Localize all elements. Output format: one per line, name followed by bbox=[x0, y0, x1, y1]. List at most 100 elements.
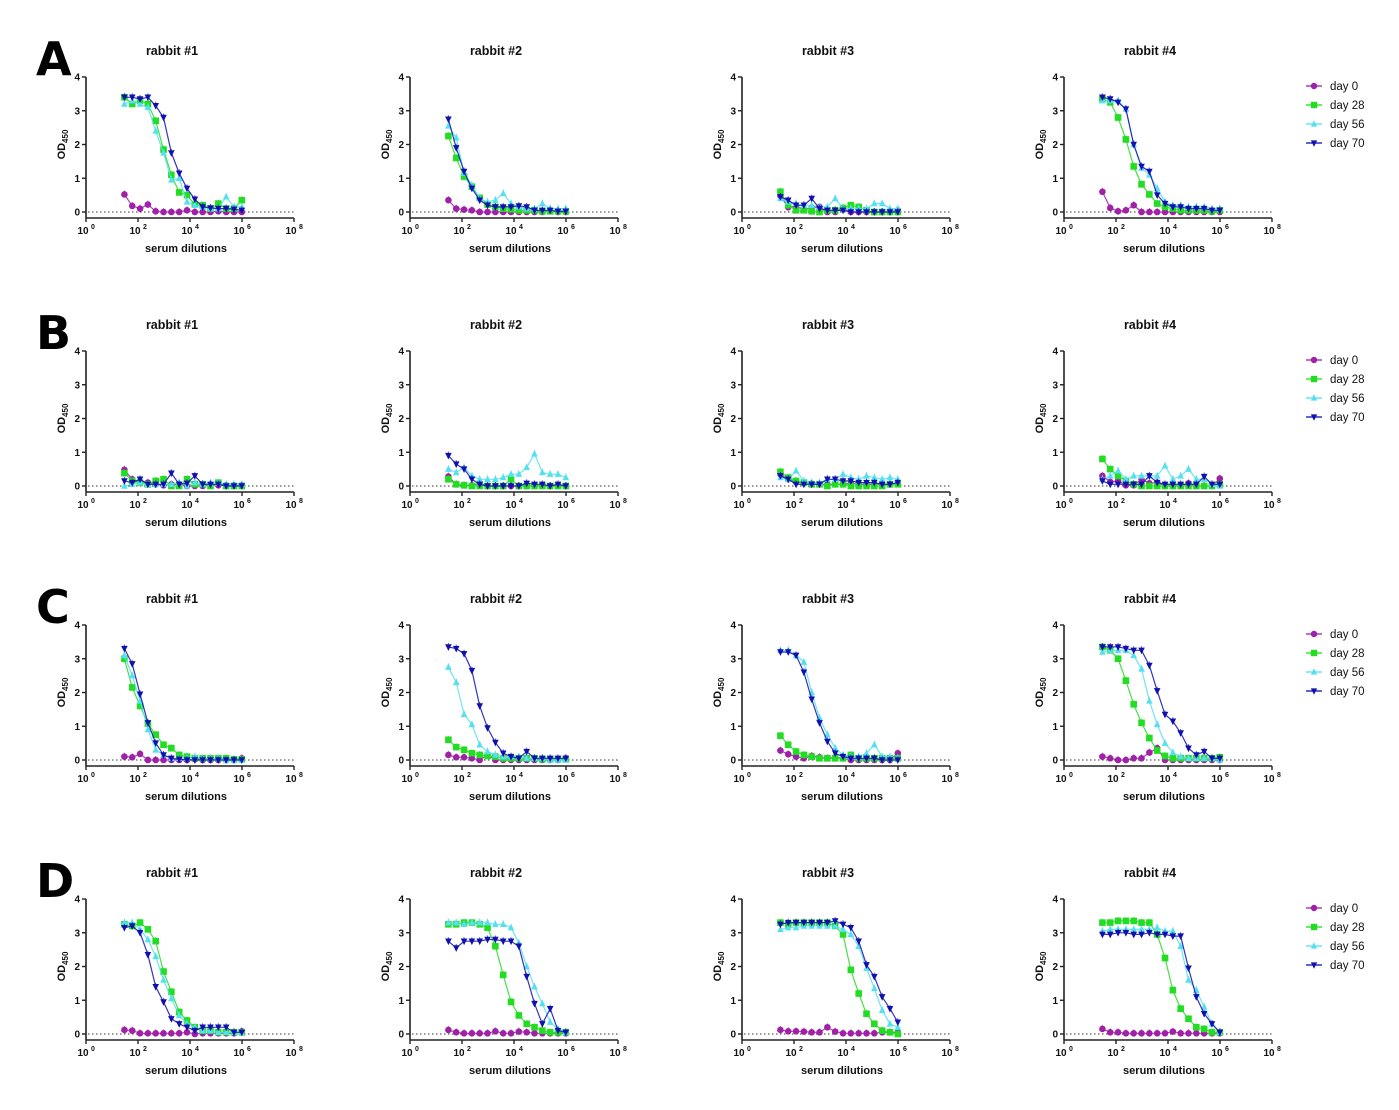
data-point bbox=[121, 1026, 128, 1034]
data-point bbox=[183, 185, 191, 193]
data-point bbox=[460, 650, 468, 658]
data-point bbox=[499, 920, 507, 928]
data-point bbox=[855, 1030, 862, 1037]
y-tick-label: 1 bbox=[1052, 722, 1058, 733]
y-axis-label: OD450 bbox=[56, 677, 70, 707]
data-point bbox=[238, 1029, 246, 1037]
x-tick-exponent: 2 bbox=[1121, 772, 1125, 779]
data-point bbox=[128, 100, 136, 108]
data-point bbox=[554, 1027, 562, 1035]
x-tick-exponent: 4 bbox=[519, 772, 523, 779]
data-point bbox=[871, 755, 878, 763]
y-tick-label: 4 bbox=[398, 347, 404, 358]
y-tick-label: 2 bbox=[730, 962, 736, 973]
x-tick-label: 10 bbox=[785, 226, 797, 237]
data-point bbox=[492, 739, 499, 747]
data-point bbox=[499, 189, 507, 197]
data-point bbox=[1177, 730, 1184, 737]
data-point bbox=[445, 475, 452, 483]
x-tick-exponent: 8 bbox=[1277, 1046, 1281, 1053]
data-point bbox=[1130, 925, 1138, 933]
data-point bbox=[863, 749, 870, 756]
x-tick-label: 10 bbox=[285, 500, 297, 511]
data-point bbox=[121, 469, 128, 477]
fit-line bbox=[124, 96, 242, 211]
y-tick-label: 0 bbox=[398, 208, 404, 219]
data-point bbox=[1099, 188, 1106, 196]
data-point bbox=[136, 100, 144, 107]
data-point bbox=[777, 1026, 784, 1034]
data-point bbox=[839, 207, 847, 215]
data-point bbox=[1122, 930, 1130, 937]
data-point bbox=[855, 479, 862, 487]
data-point bbox=[175, 174, 183, 181]
legend-label: day 28 bbox=[1330, 374, 1365, 386]
data-point bbox=[175, 1021, 183, 1028]
x-tick-exponent: 2 bbox=[143, 224, 147, 231]
data-point bbox=[1106, 1029, 1114, 1036]
x-tick-exponent: 6 bbox=[247, 772, 251, 779]
data-point bbox=[468, 667, 476, 675]
y-tick-label: 4 bbox=[730, 347, 736, 358]
data-point bbox=[452, 1029, 460, 1036]
data-point bbox=[175, 170, 183, 178]
data-point bbox=[1099, 753, 1106, 760]
data-point bbox=[1122, 207, 1130, 214]
series-day-70 bbox=[121, 469, 246, 490]
data-point bbox=[1099, 644, 1106, 651]
y-axis-label: OD450 bbox=[712, 403, 726, 433]
data-point bbox=[222, 205, 230, 213]
legend-marker-triangle-up bbox=[1310, 394, 1318, 401]
series-day-70 bbox=[445, 115, 570, 216]
data-point bbox=[499, 750, 507, 758]
legend-row-a: day 0 day 28 day 56 day 70 bbox=[1306, 81, 1365, 150]
x-tick-exponent: 8 bbox=[1277, 498, 1281, 505]
y-tick-label: 0 bbox=[398, 482, 404, 493]
data-point bbox=[531, 1023, 538, 1031]
data-point bbox=[168, 470, 175, 478]
y-tick-label: 2 bbox=[74, 688, 80, 699]
data-point bbox=[523, 204, 530, 211]
data-point bbox=[792, 753, 800, 760]
data-point bbox=[531, 450, 538, 457]
y-axis-label: OD450 bbox=[56, 951, 70, 981]
data-point bbox=[847, 755, 855, 763]
x-tick-label: 10 bbox=[77, 500, 89, 511]
data-point bbox=[484, 924, 491, 931]
legend-row-d: day 0 day 28 day 56 day 70 bbox=[1306, 903, 1365, 972]
data-point bbox=[484, 752, 491, 760]
y-axis-label: OD450 bbox=[56, 129, 70, 159]
data-point bbox=[476, 481, 484, 489]
data-point bbox=[191, 478, 199, 486]
x-tick-exponent: 2 bbox=[467, 1046, 471, 1053]
data-point bbox=[468, 749, 476, 757]
data-point bbox=[152, 740, 160, 748]
data-point bbox=[1099, 931, 1106, 939]
series-day-56 bbox=[1099, 461, 1224, 489]
data-point bbox=[136, 930, 144, 937]
data-point bbox=[784, 923, 792, 931]
data-point bbox=[824, 919, 831, 927]
y-tick-label: 4 bbox=[74, 347, 80, 358]
panel-title: rabbit #4 bbox=[1124, 44, 1176, 58]
data-point bbox=[152, 1030, 160, 1037]
fit-line bbox=[124, 472, 242, 487]
data-point bbox=[831, 207, 839, 215]
data-point bbox=[894, 479, 902, 487]
data-point bbox=[222, 483, 230, 490]
x-tick-exponent: 0 bbox=[91, 498, 95, 505]
data-point bbox=[1146, 930, 1153, 937]
data-point bbox=[476, 197, 484, 205]
x-tick-exponent: 8 bbox=[623, 498, 627, 505]
y-tick-label: 1 bbox=[730, 996, 736, 1007]
x-tick-exponent: 2 bbox=[1121, 498, 1125, 505]
x-tick-exponent: 0 bbox=[415, 498, 419, 505]
data-point bbox=[871, 199, 878, 207]
data-point bbox=[1161, 200, 1169, 208]
data-point bbox=[215, 481, 222, 489]
data-point bbox=[230, 757, 238, 764]
x-tick-label: 10 bbox=[285, 226, 297, 237]
